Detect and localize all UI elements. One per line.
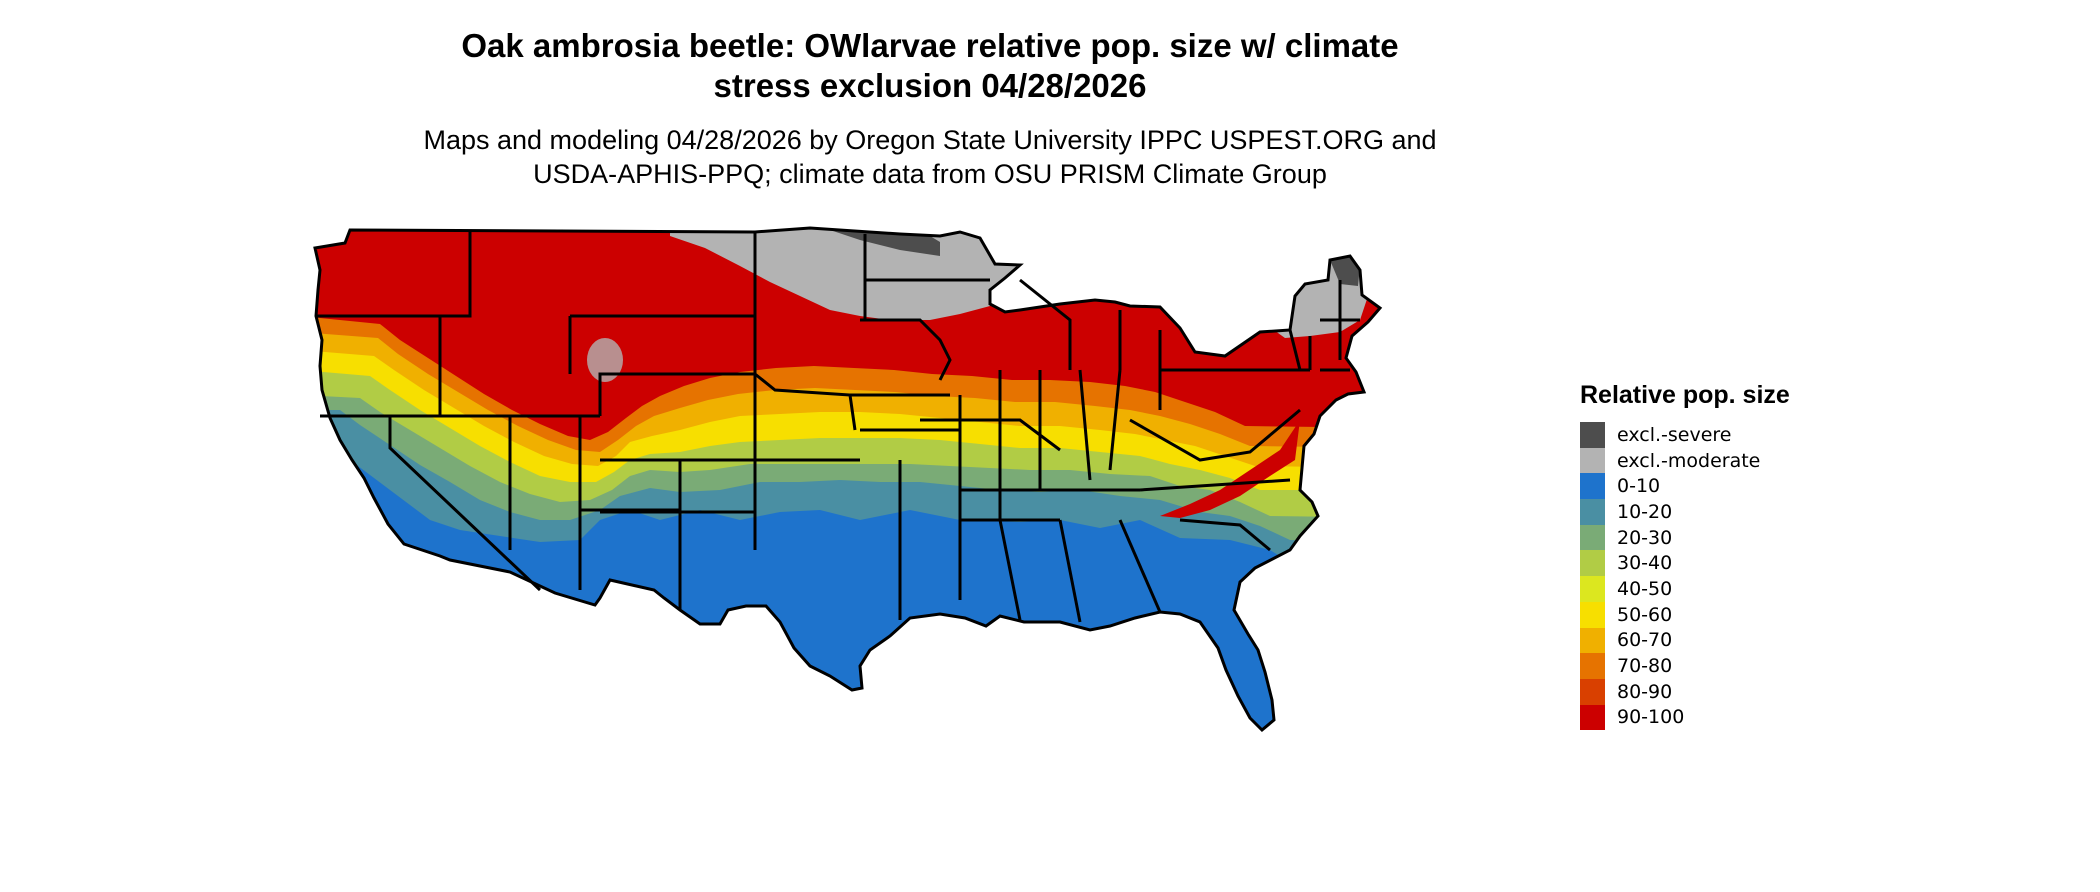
- legend-label: excl.-moderate: [1617, 449, 1761, 472]
- subtitle-line-1: Maps and modeling 04/28/2026 by Oregon S…: [423, 125, 1437, 155]
- legend-label: 40-50: [1617, 577, 1673, 600]
- legend-item: 40-50: [1580, 576, 1900, 602]
- subtitle-line-2: USDA-APHIS-PPQ; climate data from OSU PR…: [533, 159, 1327, 189]
- legend-label: 20-30: [1617, 526, 1673, 549]
- legend-item: 10-20: [1580, 499, 1900, 525]
- legend-swatch: [1580, 601, 1605, 628]
- legend-item: 70-80: [1580, 653, 1900, 679]
- region-excl-moderate-wi: [990, 260, 1100, 302]
- legend-label: 90-100: [1617, 706, 1685, 729]
- title-line-2: stress exclusion 04/28/2026: [713, 67, 1147, 104]
- map-title: Oak ambrosia beetle: OWlarvae relative p…: [345, 26, 1515, 106]
- legend-item: 80-90: [1580, 678, 1900, 705]
- legend-swatch: [1580, 422, 1605, 448]
- title-line-1: Oak ambrosia beetle: OWlarvae relative p…: [461, 27, 1399, 64]
- legend: Relative pop. size excl.-severe excl.-mod…: [1580, 380, 1900, 731]
- legend-title: Relative pop. size: [1580, 381, 1790, 409]
- legend-label: 10-20: [1617, 500, 1673, 523]
- legend-swatch: [1580, 499, 1605, 525]
- map-subtitle: Maps and modeling 04/28/2026 by Oregon S…: [345, 123, 1515, 191]
- region-appalachian-red: [1160, 420, 1300, 518]
- legend-swatch: [1580, 524, 1605, 551]
- legend-label: 50-60: [1617, 603, 1673, 626]
- legend-label: 30-40: [1617, 552, 1673, 575]
- legend-swatch: [1580, 678, 1605, 705]
- state-boundaries: [313, 226, 1382, 732]
- legend-item: excl.-severe: [1580, 422, 1900, 448]
- legend-swatch: [1580, 447, 1605, 474]
- legend-item: 0-10: [1580, 473, 1900, 500]
- us-population-map: [313, 226, 1382, 732]
- legend-swatch: [1580, 576, 1605, 602]
- legend-swatch: [1580, 704, 1605, 731]
- legend-label: 0-10: [1617, 475, 1661, 498]
- legend-item: 90-100: [1580, 704, 1900, 731]
- region-excl-moderate-wy: [587, 338, 623, 382]
- legend-items: excl.-severe excl.-moderate 0-10 10-20 20-30…: [1580, 422, 1900, 731]
- legend-label: 70-80: [1617, 655, 1673, 678]
- legend-label: excl.-severe: [1617, 423, 1732, 446]
- legend-label: 60-70: [1617, 629, 1673, 652]
- legend-swatch: [1580, 627, 1605, 654]
- legend-swatch: [1580, 550, 1605, 577]
- legend-item: excl.-moderate: [1580, 447, 1900, 474]
- legend-item: 30-40: [1580, 550, 1900, 577]
- legend-item: 50-60: [1580, 601, 1900, 628]
- legend-swatch: [1580, 653, 1605, 679]
- legend-swatch: [1580, 473, 1605, 500]
- legend-item: 20-30: [1580, 524, 1900, 551]
- legend-label: 80-90: [1617, 680, 1673, 703]
- legend-item: 60-70: [1580, 627, 1900, 654]
